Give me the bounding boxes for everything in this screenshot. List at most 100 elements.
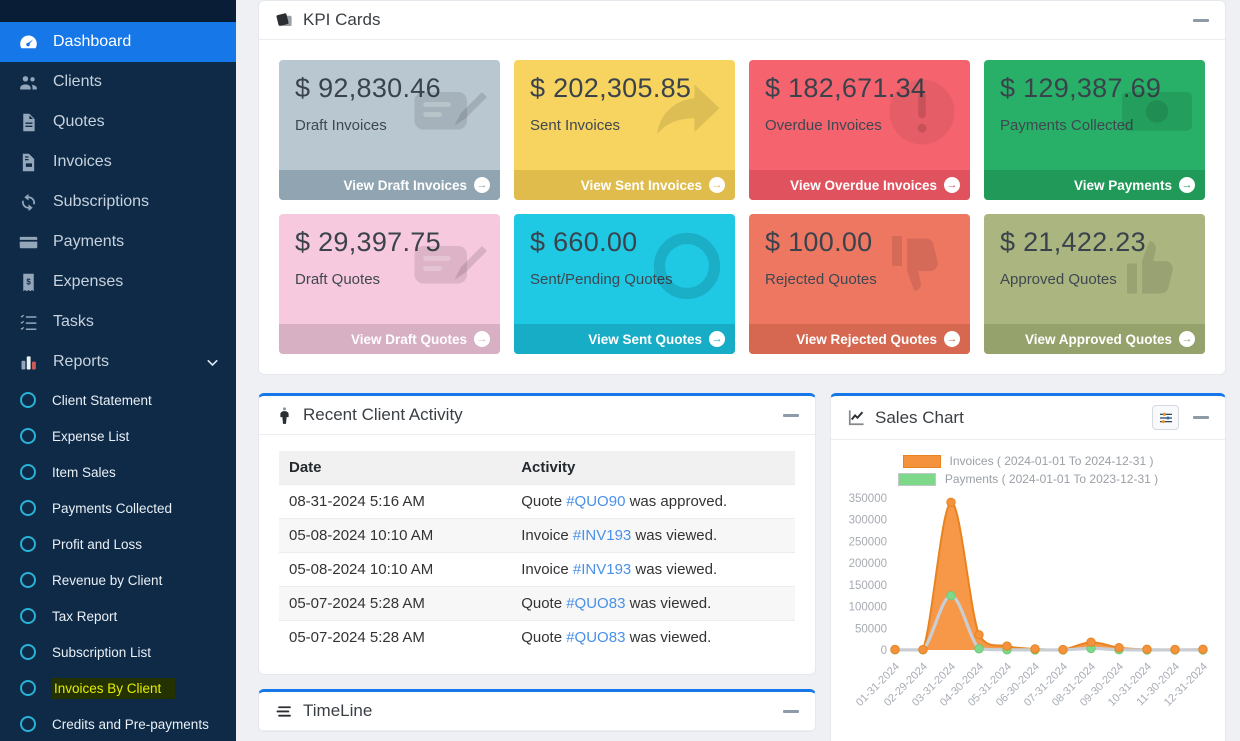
circle-icon [20,500,36,516]
svg-text:350000: 350000 [849,493,887,505]
file-invoice-icon [18,152,39,173]
svg-text:150000: 150000 [849,580,887,592]
sidebar-subitem-label: Invoices By Client [52,677,176,699]
kpi-action-view-draft-quotes[interactable]: View Draft Quotes → [279,324,500,354]
activity-text: Quote #QUO83 was viewed. [511,620,795,654]
sidebar-subitem-subscription-list[interactable]: Subscription List [0,634,236,670]
sidebar-item-subscriptions[interactable]: Subscriptions [0,182,236,222]
kpi-action-view-draft-invoices[interactable]: View Draft Invoices → [279,170,500,200]
table-row: 05-07-2024 5:28 AM Quote #QUO83 was viewe… [279,586,795,621]
sidebar-subitem-client-statement[interactable]: Client Statement [0,382,236,418]
collapse-button[interactable] [783,413,799,417]
kpi-action-view-approved-quotes[interactable]: View Approved Quotes → [984,324,1205,354]
sidebar-item-clients[interactable]: Clients [0,62,236,102]
gauge-icon [18,32,39,53]
activity-table: Date Activity 08-31-2024 5:16 AM Quote #Q… [279,451,795,654]
kpi-label: Sent/Pending Quotes [530,271,673,288]
sidebar-item-reports[interactable]: Reports [0,342,236,382]
document-link[interactable]: #QUO83 [566,629,626,646]
sidebar-item-label: Clients [53,73,102,90]
sales-chart: 0 50000 100000 150000 200000 250000 300000 3500… [849,493,1210,709]
legend-label: Payments ( 2024-01-01 To 2023-12-31 ) [944,472,1159,486]
kpi-action-view-payments[interactable]: View Payments → [984,170,1205,200]
sidebar-subitem-expense-list[interactable]: Expense List [0,418,236,454]
document-link[interactable]: #INV193 [572,527,632,544]
activity-date: 05-08-2024 10:10 AM [279,518,512,553]
collapse-button[interactable] [1193,18,1209,22]
chevron-down-icon [205,355,220,370]
kpi-amount: $ 129,387.69 [1000,73,1162,103]
circle-icon [20,536,36,552]
kpi-card-draft-invoices: $ 92,830.46 Draft Invoices View Draft Invo… [279,60,500,200]
kpi-action-label: View Payments [1073,177,1172,193]
sidebar-item-quotes[interactable]: Quotes [0,102,236,142]
kpi-label: Overdue Invoices [765,117,882,134]
sidebar-subitem-payments-collected[interactable]: Payments Collected [0,490,236,526]
legend-label: Invoices ( 2024-01-01 To 2024-12-31 ) [949,454,1154,468]
kpi-amount: $ 100.00 [765,227,873,257]
collapse-button[interactable] [1193,416,1209,419]
sidebar-subitem-profit-and-loss[interactable]: Profit and Loss [0,526,236,562]
file-icon [18,112,39,133]
sidebar-subitem-revenue-by-client[interactable]: Revenue by Client [0,562,236,598]
kpi-action-view-sent-quotes[interactable]: View Sent Quotes → [514,324,735,354]
document-link[interactable]: #QUO83 [566,595,626,612]
sidebar-subitem-credits-and-pre-payments[interactable]: Credits and Pre-payments [0,706,236,741]
circle-icon [20,716,36,732]
sales-chart-panel: Sales Chart Invoices ( 2024-01-01 To 202… [830,393,1226,741]
kpi-action-view-overdue-invoices[interactable]: View Overdue Invoices → [749,170,970,200]
sidebar-top-strip [0,0,236,22]
kpi-cards-grid: $ 92,830.46 Draft Invoices View Draft Invo… [259,40,1225,374]
circle-icon [20,680,36,696]
document-link[interactable]: #INV193 [572,561,632,578]
kpi-action-view-rejected-quotes[interactable]: View Rejected Quotes → [749,324,970,354]
stream-icon [275,702,294,721]
document-link[interactable]: #QUO90 [566,493,626,510]
activity-table-wrap: Date Activity 08-31-2024 5:16 AM Quote #Q… [259,435,815,674]
kpi-card-overdue-invoices: $ 182,671.34 Overdue Invoices View Overdue… [749,60,970,200]
sidebar-subitem-item-sales[interactable]: Item Sales [0,454,236,490]
sidebar-item-expenses[interactable]: $ Expenses [0,262,236,302]
circle-icon [20,644,36,660]
arrow-circle-right-icon: → [944,177,960,193]
arrow-circle-right-icon: → [709,331,725,347]
sidebar-item-dashboard[interactable]: Dashboard [0,22,236,62]
arrow-circle-right-icon: → [1179,177,1195,193]
circle-icon [20,392,36,408]
sidebar-item-label: Dashboard [53,33,132,50]
sidebar-item-label: Subscriptions [53,193,150,210]
table-row: 05-08-2024 10:10 AM Invoice #INV193 was v… [279,552,795,587]
panel-title: KPI Cards [303,10,381,29]
sidebar-item-label: Quotes [53,113,105,130]
activity-table-body: 08-31-2024 5:16 AM Quote #QUO90 was appro… [279,484,795,654]
sidebar-subitem-tax-report[interactable]: Tax Report [0,598,236,634]
chart-filter-button[interactable] [1152,405,1179,430]
kpi-label: Approved Quotes [1000,271,1117,288]
kpi-cards-panel: KPI Cards $ 92,830.46 Draft Invoices View … [258,0,1226,375]
sidebar-subitem-label: Client Statement [52,392,152,408]
kpi-action-view-sent-invoices[interactable]: View Sent Invoices → [514,170,735,200]
arrow-circle-right-icon: → [944,331,960,347]
collapse-button[interactable] [783,709,799,713]
legend-swatch [897,472,936,486]
activity-date: 05-08-2024 10:10 AM [279,552,512,587]
kpi-cards-icon [275,11,294,30]
sidebar-item-invoices[interactable]: Invoices [0,142,236,182]
kpi-action-label: View Draft Invoices [343,177,467,193]
users-icon [18,72,39,93]
kpi-action-label: View Sent Quotes [588,331,702,347]
arrow-circle-right-icon: → [474,177,490,193]
receipt-icon: $ [18,272,39,293]
sidebar-subitem-invoices-by-client[interactable]: Invoices By Client [0,670,236,706]
sidebar-item-label: Reports [53,353,110,370]
sidebar-item-payments[interactable]: Payments [0,222,236,262]
bar-chart-icon [18,352,39,373]
panel-title: Sales Chart [875,407,964,427]
kpi-card-draft-quotes: $ 29,397.75 Draft Quotes View Draft Quotes… [279,214,500,354]
timeline-header: TimeLine [259,692,815,731]
kpi-card-rejected-quotes: $ 100.00 Rejected Quotes View Rejected Quo… [749,214,970,354]
sidebar-item-tasks[interactable]: Tasks [0,302,236,342]
circle-icon [20,464,36,480]
activity-text: Quote #QUO90 was approved. [511,484,795,519]
svg-text:250000: 250000 [849,536,887,548]
